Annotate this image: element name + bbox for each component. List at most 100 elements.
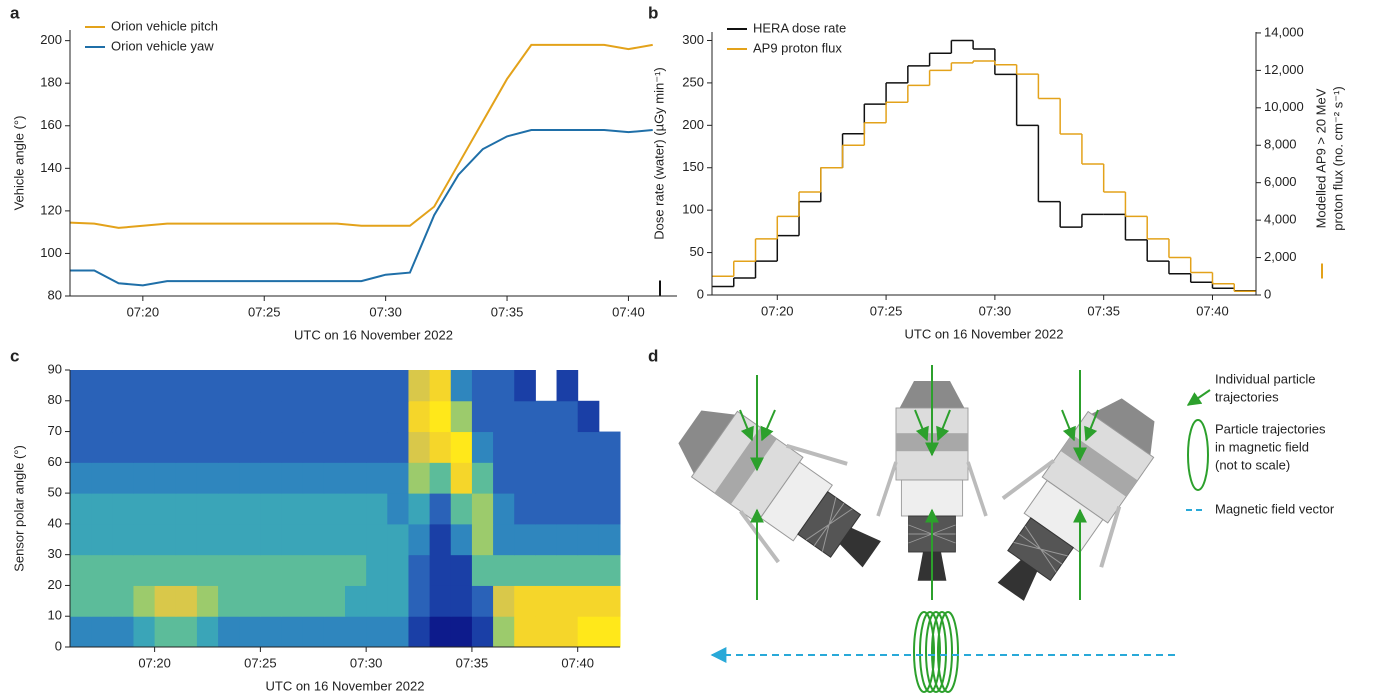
heat-cell — [133, 370, 156, 402]
heat-cell — [196, 431, 219, 463]
heat-cell — [154, 431, 177, 463]
heat-cell — [408, 400, 431, 433]
heat-cell — [450, 493, 473, 525]
heat-cell — [493, 585, 515, 617]
heat-cell — [70, 400, 92, 433]
heat-cell — [577, 585, 600, 617]
legend-label: Orion vehicle yaw — [111, 38, 214, 53]
heat-cell — [556, 585, 579, 617]
heat-cell — [450, 554, 473, 586]
heat-cell — [514, 370, 536, 402]
heat-cell — [556, 523, 579, 556]
heat-cell — [196, 616, 219, 648]
heat-cell — [133, 554, 156, 586]
heat-cell — [387, 431, 409, 463]
panel-label: c — [10, 346, 19, 365]
heat-cell — [239, 370, 261, 402]
heat-cell — [302, 431, 325, 463]
heat-cell — [535, 400, 558, 433]
heat-cell — [70, 585, 92, 617]
legend-label: Orion vehicle pitch — [111, 18, 218, 33]
heat-cell — [70, 462, 92, 494]
heat-cell — [450, 616, 473, 648]
heat-cell — [429, 462, 452, 494]
heat-cell — [408, 493, 431, 525]
heat-cell — [281, 370, 304, 402]
heat-cell — [598, 585, 621, 617]
heat-cell — [281, 554, 304, 586]
heat-cell — [133, 431, 156, 463]
heat-cell — [70, 370, 92, 402]
heat-cell — [239, 523, 261, 556]
y2-tick-label: 2,000 — [1264, 249, 1297, 264]
heat-cell — [514, 493, 536, 525]
x-tick-label: 07:40 — [1196, 303, 1229, 318]
y-tick-label: 80 — [48, 392, 62, 407]
heat-cell — [471, 462, 494, 494]
heat-cell — [218, 400, 240, 433]
y2-axis-label: proton flux (no. cm⁻² s⁻¹) — [1330, 86, 1345, 230]
heat-cell — [196, 523, 219, 556]
heat-cell — [471, 431, 494, 463]
heat-cell — [556, 462, 579, 494]
heat-cell — [218, 462, 240, 494]
heat-cell — [154, 585, 177, 617]
y2-tick-label: 8,000 — [1264, 137, 1297, 152]
heat-cell — [535, 431, 558, 463]
heat-cell — [493, 431, 515, 463]
heat-cell — [91, 523, 113, 556]
heat-cell — [450, 523, 473, 556]
x-axis-label: UTC on 16 November 2022 — [905, 326, 1064, 341]
heat-cell — [239, 616, 261, 648]
heat-cell — [91, 431, 113, 463]
heat-cell — [175, 554, 198, 586]
heat-cell — [598, 493, 621, 525]
heat-cell — [535, 523, 558, 556]
heat-cell — [429, 585, 452, 617]
heat-cell — [323, 493, 346, 525]
heat-cell — [196, 400, 219, 433]
heat-cell — [302, 493, 325, 525]
heat-cell — [514, 462, 536, 494]
x-tick-label: 07:40 — [561, 655, 594, 670]
heat-cell — [471, 400, 494, 433]
heat-cell — [450, 585, 473, 617]
heat-cell — [366, 585, 388, 617]
spacecraft — [959, 373, 1190, 629]
heat-cell — [514, 585, 536, 617]
x-tick-label: 07:30 — [369, 304, 402, 319]
x-tick-label: 07:25 — [248, 304, 281, 319]
heat-cell — [345, 585, 367, 617]
heat-cell — [387, 493, 409, 525]
heat-cell — [133, 523, 156, 556]
heat-cell — [218, 431, 240, 463]
x-axis-label: UTC on 16 November 2022 — [266, 678, 425, 693]
heat-cell — [154, 400, 177, 433]
x-tick-label: 07:40 — [612, 304, 645, 319]
y-tick-label: 0 — [55, 638, 62, 653]
heat-cell — [345, 400, 367, 433]
heat-cell — [450, 400, 473, 433]
heat-cell — [239, 554, 261, 586]
heat-cell — [175, 493, 198, 525]
heat-cell — [218, 370, 240, 402]
heat-cell — [260, 585, 283, 617]
legend-arrow — [1186, 389, 1211, 406]
y-tick-label: 250 — [682, 74, 704, 89]
heat-cell — [196, 370, 219, 402]
heat-cell — [556, 400, 579, 433]
heat-cell — [175, 616, 198, 648]
y-tick-label: 80 — [48, 287, 62, 302]
heat-cell — [112, 431, 134, 463]
heat-cell — [514, 431, 536, 463]
heat-cell — [387, 554, 409, 586]
x-tick-label: 07:25 — [870, 303, 903, 318]
heat-cell — [535, 616, 558, 648]
heat-cell — [408, 431, 431, 463]
heat-cell — [323, 462, 346, 494]
heat-cell — [598, 431, 621, 463]
heat-cell — [366, 462, 388, 494]
legend-label: AP9 proton flux — [753, 40, 842, 55]
heat-cell — [323, 585, 346, 617]
heat-cell — [218, 554, 240, 586]
